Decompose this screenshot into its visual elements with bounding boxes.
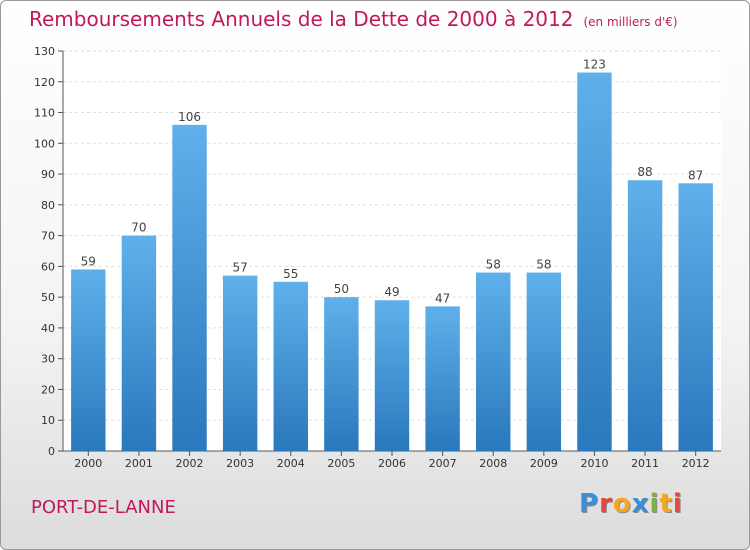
x-tick-label: 2010: [580, 457, 608, 470]
y-tick-label: 70: [41, 230, 55, 243]
x-tick-label: 2002: [176, 457, 204, 470]
proxiti-logo: Proxiti: [579, 489, 683, 519]
city-name: PORT-DE-LANNE: [31, 497, 176, 518]
x-tick-label: 2008: [479, 457, 507, 470]
y-tick-label: 100: [34, 137, 55, 150]
y-tick-label: 80: [41, 199, 55, 212]
logo-letter: x: [631, 489, 650, 519]
y-tick-label: 30: [41, 353, 55, 366]
y-axis-ticks: 0 10 20 30 40 50 60 70 80 90 100 110 120 130: [34, 45, 721, 458]
x-tick-label: 2011: [631, 457, 659, 470]
x-tick-label: 2005: [327, 457, 355, 470]
bar: [678, 183, 713, 452]
bar-value-label: 50: [334, 282, 349, 296]
x-axis-ticks: 2000 2001 2002 2003 2004 2005 2006 2007 2008 2009…: [74, 451, 710, 470]
bar: [374, 300, 410, 451]
bar-value-label: 59: [81, 254, 96, 268]
bar: [476, 272, 511, 451]
bar-value-label: 47: [435, 291, 450, 305]
bar-value-label: 55: [283, 267, 298, 281]
y-tick-label: 120: [34, 76, 55, 89]
chart-title: Remboursements Annuels de la Dette de 20…: [29, 7, 678, 31]
bar-value-label: 70: [131, 221, 146, 235]
bar-value-label: 87: [688, 168, 703, 182]
bar: [273, 281, 308, 451]
bar-value-label: 58: [486, 258, 501, 272]
x-tick-label: 2012: [682, 457, 710, 470]
bar: [172, 124, 207, 451]
x-tick-label: 2001: [125, 457, 153, 470]
y-tick-label: 40: [41, 322, 55, 335]
bar-value-label: 123: [583, 58, 606, 72]
bar: [425, 306, 460, 451]
x-tick-label: 2006: [378, 457, 406, 470]
bar-value-label: 58: [536, 258, 551, 272]
y-tick-label: 90: [41, 168, 55, 181]
bar-value-label: 88: [637, 165, 652, 179]
logo-letter: i: [672, 489, 683, 519]
x-tick-label: 2000: [74, 457, 102, 470]
x-tick-label: 2009: [530, 457, 558, 470]
logo-letter: o: [612, 489, 632, 519]
logo-letter: t: [659, 489, 673, 519]
x-tick-label: 2007: [429, 457, 457, 470]
logo-letter: P: [579, 489, 600, 519]
x-tick-label: 2003: [226, 457, 254, 470]
bar-value-label: 106: [178, 110, 201, 124]
y-tick-label: 10: [41, 414, 55, 427]
bar: [577, 72, 612, 452]
title-unit: (en milliers d'€): [583, 15, 678, 29]
bar: [222, 275, 258, 451]
bar: [71, 269, 106, 451]
y-tick-label: 110: [34, 107, 55, 120]
y-tick-label: 50: [41, 291, 55, 304]
y-tick-label: 0: [48, 445, 55, 458]
bar-value-label: 57: [233, 261, 248, 275]
bars: 59 70 106 57 55 50 49 47 58 58 123 88 87: [71, 58, 713, 452]
bar: [121, 235, 157, 451]
bar: [324, 297, 359, 451]
title-text: Remboursements Annuels de la Dette de 20…: [29, 7, 574, 31]
bar: [627, 180, 663, 451]
y-tick-label: 20: [41, 383, 55, 396]
y-tick-label: 130: [34, 45, 55, 58]
y-tick-label: 60: [41, 260, 55, 273]
bar-value-label: 49: [384, 285, 399, 299]
logo-letter: i: [649, 489, 660, 519]
x-tick-label: 2004: [277, 457, 305, 470]
bar: [526, 272, 562, 451]
logo-letter: r: [599, 489, 613, 519]
